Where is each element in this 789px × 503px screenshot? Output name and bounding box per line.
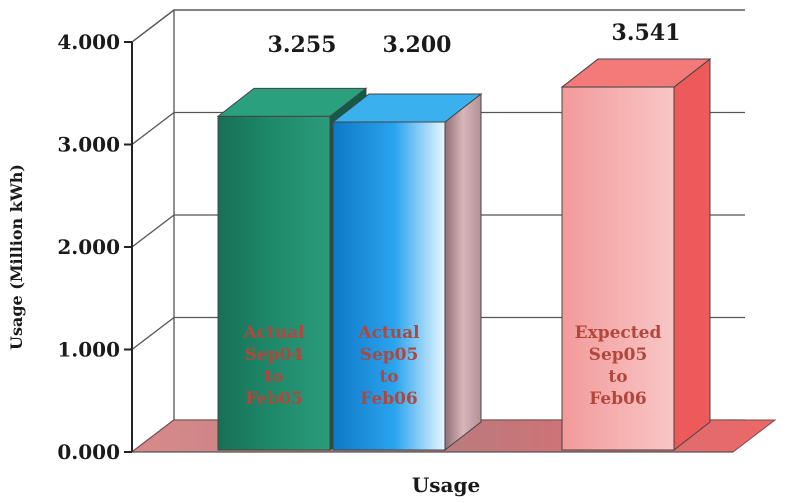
bar (217, 115, 331, 451)
bar-side (444, 92, 482, 452)
bar-side (673, 58, 711, 452)
labels-layer: 3.255ActualSep04toFeb053.200ActualSep05t… (242, 20, 680, 409)
y-tick-label: 4.000 (57, 30, 120, 54)
bar (332, 121, 446, 451)
bar-category-label: Sep05 (360, 345, 419, 365)
data-label: 3.255 (268, 32, 337, 58)
bar-category-label: Feb06 (360, 389, 418, 409)
bar-category-label: Actual (242, 323, 305, 343)
data-label: 3.541 (612, 20, 681, 46)
bar-category-label: Sep04 (245, 345, 304, 365)
bar-category-label: to (608, 367, 627, 387)
bar-category-label: Expected (575, 323, 662, 343)
y-tick-label: 1.000 (57, 338, 120, 362)
bar-category-label: Sep05 (589, 345, 648, 365)
gridline-diagonal (131, 111, 175, 146)
y-tick-label: 2.000 (57, 235, 120, 259)
gridline-diagonal (131, 214, 175, 248)
bar-category-label: to (264, 367, 283, 387)
y-axis-title: Usage (Million kWh) (7, 164, 26, 350)
bar-group (331, 92, 483, 452)
bar (561, 86, 675, 451)
bars-layer (216, 58, 712, 452)
y-tick-label: 0.000 (57, 440, 120, 464)
bar-category-label: Feb05 (245, 389, 303, 409)
bar-category-label: Feb06 (589, 389, 647, 409)
y-tick-label: 3.000 (57, 133, 120, 157)
bar-category-label: Actual (357, 323, 420, 343)
bar-group (560, 58, 712, 452)
bar-category-label: to (379, 367, 398, 387)
gridline-diagonal (131, 316, 175, 351)
x-axis-title: Usage (412, 473, 480, 497)
gridline-diagonal (131, 9, 175, 43)
axis-layer: 0.000 1.000 2.000 3.000 4.000 Usage (Million … (7, 30, 733, 497)
data-label: 3.200 (383, 32, 452, 58)
